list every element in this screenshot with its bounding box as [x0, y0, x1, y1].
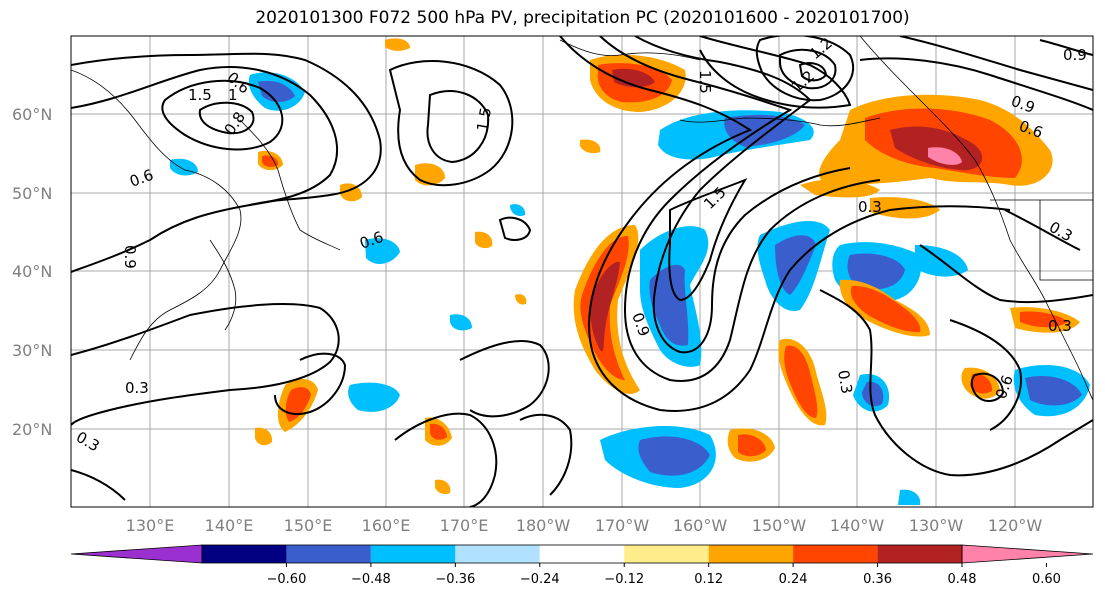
lat-label: 30°N — [12, 341, 52, 360]
colorbar-swatch — [624, 545, 709, 563]
colorbar-extend-min — [70, 544, 203, 564]
lon-label: 160°W — [673, 516, 728, 535]
lat-label: 60°N — [12, 105, 52, 124]
contour-label: 1.5 — [696, 70, 714, 94]
lon-label: 170°W — [595, 516, 650, 535]
lon-label: 160°E — [362, 516, 411, 535]
lon-label: 150°E — [284, 516, 333, 535]
lon-label: 180°W — [516, 516, 571, 535]
colorbar-tick-label: 0.60 — [1032, 572, 1061, 587]
longitude-labels: 130°E 140°E 150°E 160°E 170°E 180°W 170°… — [126, 516, 1043, 535]
colorbar-tick-label: −0.36 — [435, 572, 475, 587]
colorbar-tick-label: −0.48 — [351, 572, 391, 587]
colorbar-swatch — [793, 545, 878, 563]
latitude-labels: 60°N 50°N 40°N 30°N 20°N — [12, 105, 52, 439]
colorbar-tick-label: 0.48 — [948, 572, 977, 587]
lon-label: 130°W — [909, 516, 964, 535]
contour-label: 0.9 — [1063, 46, 1087, 64]
lat-label: 20°N — [12, 420, 52, 439]
precipitation-shading — [170, 38, 1090, 505]
colorbar-tick-label: −0.60 — [267, 572, 307, 587]
colorbar-extend-max — [961, 544, 1094, 564]
colorbar-outline — [201, 544, 963, 564]
lon-label: 140°E — [205, 516, 254, 535]
colorbar-swatch — [708, 545, 794, 563]
colorbar: −0.60 −0.48 −0.36 −0.24 −0.12 0.12 0.24 0.36 0.4… — [70, 544, 1094, 587]
lon-label: 130°E — [126, 516, 175, 535]
coastlines — [71, 36, 1093, 401]
colorbar-swatch — [370, 545, 456, 563]
colorbar-tick-label: 0.24 — [779, 572, 808, 587]
contour-label: 0.3 — [858, 198, 882, 216]
lon-label: 140°W — [830, 516, 885, 535]
colorbar-tick-label: 0.36 — [863, 572, 892, 587]
lat-label: 50°N — [12, 184, 52, 203]
contour-label: 0.3 — [1048, 317, 1072, 335]
colorbar-swatch — [202, 545, 287, 563]
lat-label: 40°N — [12, 262, 52, 281]
lon-label: 120°W — [988, 516, 1043, 535]
colorbar-tick-label: −0.24 — [520, 572, 560, 587]
lon-label: 150°W — [752, 516, 807, 535]
contour-label: 0.3 — [125, 379, 149, 397]
colorbar-swatch — [286, 545, 371, 563]
colorbar-tick-label: 0.12 — [694, 572, 723, 587]
contour-label: 1.5 — [473, 106, 495, 133]
map-frame — [70, 35, 1094, 508]
contour-label: 1 — [228, 86, 238, 104]
contour-label: 1.5 — [188, 86, 212, 104]
colorbar-swatch — [539, 545, 625, 563]
colorbar-tick-label: −0.12 — [604, 572, 644, 587]
pv-contours — [71, 36, 1093, 507]
lon-label: 170°E — [440, 516, 489, 535]
contour-label: 0.3 — [834, 369, 856, 396]
contour-label: 0.9 — [121, 245, 139, 269]
colorbar-swatch — [455, 545, 540, 563]
figure-title: 2020101300 F072 500 hPa PV, precipitatio… — [255, 8, 910, 28]
colorbar-swatch — [877, 545, 962, 563]
